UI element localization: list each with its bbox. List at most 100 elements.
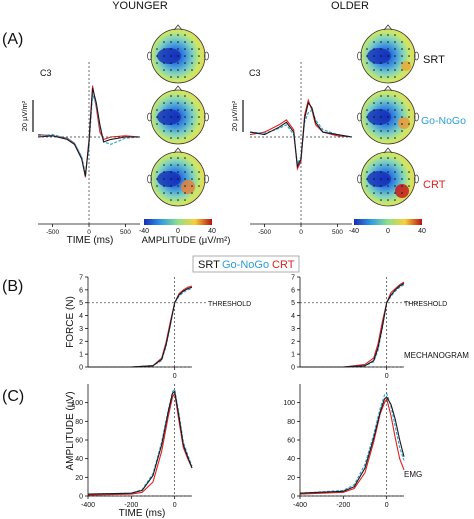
ear-right-icon: [414, 112, 419, 122]
electrode: [408, 185, 410, 187]
electrode: [387, 41, 389, 43]
ear-left-icon: [147, 51, 152, 61]
topomap: [357, 85, 419, 145]
electrode: [380, 199, 382, 201]
force-y-tick-label: 6: [79, 287, 83, 294]
emg-x-tick-label: 0: [173, 502, 177, 509]
electrode: [401, 116, 403, 118]
emg-x-tick-label: -400: [81, 502, 95, 509]
electrode: [177, 137, 179, 139]
force-y-tick-label: 6: [291, 287, 295, 294]
electrode: [380, 62, 382, 64]
eeg-plot-younger: -500 0 500: [37, 62, 141, 236]
emg-y-tick-label: 100: [283, 400, 295, 407]
electrode: [191, 62, 193, 64]
electrode: [198, 116, 200, 118]
electrode: [401, 41, 403, 43]
electrode: [184, 41, 186, 43]
electrode: [387, 178, 389, 180]
electrode: [184, 34, 186, 36]
ear-left-icon: [357, 51, 362, 61]
electrode: [366, 109, 368, 111]
colorbar-tick-mid-younger: 0: [176, 228, 180, 235]
ear-left-icon: [147, 112, 152, 122]
electrode: [170, 185, 172, 187]
channel-label-younger: C3: [40, 68, 52, 78]
emg-y-tick-label: 60: [287, 438, 295, 445]
electrode: [366, 171, 368, 173]
ear-right-icon: [414, 51, 419, 61]
electrode: [184, 199, 186, 201]
electrode: [380, 185, 382, 187]
electrode: [366, 185, 368, 187]
electrode: [380, 48, 382, 50]
negative-focus: [367, 48, 391, 64]
electrode: [401, 192, 403, 194]
force-y-tick-label: 1: [291, 352, 295, 359]
electrode: [387, 164, 389, 166]
electrode: [394, 137, 396, 139]
electrode: [177, 41, 179, 43]
electrode: [408, 55, 410, 57]
electrode: [184, 95, 186, 97]
electrode: [170, 41, 172, 43]
electrode: [394, 123, 396, 125]
electrode: [366, 123, 368, 125]
emg-x-tick-label: -200: [336, 502, 350, 509]
colorbar-tick-min-younger: -40: [139, 228, 149, 235]
electrode: [408, 116, 410, 118]
scale-label-younger: 20 µV/m²: [20, 100, 29, 131]
ear-right-icon: [204, 51, 209, 61]
electrode: [408, 109, 410, 111]
electrode: [401, 102, 403, 104]
electrode: [170, 178, 172, 180]
electrode: [387, 62, 389, 64]
electrode: [401, 109, 403, 111]
force-older-series-crt: [300, 281, 405, 368]
force-older-series-go-nogo: [300, 284, 405, 368]
electrode: [394, 171, 396, 173]
electrode: [373, 69, 375, 71]
emg-label: EMG: [404, 470, 422, 479]
ear-right-icon: [204, 174, 209, 184]
force-y-tick-label: 4: [291, 313, 295, 320]
emg-y-tick-label: 20: [287, 475, 295, 482]
electrode: [380, 109, 382, 111]
electrode: [163, 48, 165, 50]
electrode: [191, 55, 193, 57]
emg-younger-series-srt: [87, 390, 193, 495]
electrode: [387, 130, 389, 132]
electrode: [170, 62, 172, 64]
ear-right-icon: [414, 174, 419, 184]
electrode: [408, 178, 410, 180]
electrode: [177, 55, 179, 57]
ear-left-icon: [357, 174, 362, 184]
electrode: [380, 123, 382, 125]
force-y-tick-label: 2: [79, 339, 83, 346]
electrode: [184, 178, 186, 180]
emg-y-label: AMPLITUDE (µV): [65, 391, 76, 470]
topomap: [357, 24, 419, 84]
channel-label-older: C3: [249, 68, 261, 78]
force-y-tick-label: 3: [291, 326, 295, 333]
force-x-tick-label: 0: [173, 373, 177, 380]
electrode: [380, 171, 382, 173]
electrode: [394, 76, 396, 78]
electrode: [184, 137, 186, 139]
electrode: [387, 123, 389, 125]
electrode: [387, 102, 389, 104]
electrode: [191, 171, 193, 173]
emg-y-tick-label: 80: [75, 419, 83, 426]
electrode: [380, 69, 382, 71]
electrode: [156, 116, 158, 118]
electrode: [394, 164, 396, 166]
electrode: [170, 137, 172, 139]
header-younger: YOUNGER: [112, 0, 168, 12]
negative-focus: [157, 109, 181, 125]
mechanogram-label: MECHANOGRAM: [404, 351, 469, 360]
force-plot-younger: 0 1 2 3 4 5 6 7 0: [79, 275, 206, 380]
electrode: [191, 102, 193, 104]
electrode: [366, 48, 368, 50]
electrode: [177, 164, 179, 166]
